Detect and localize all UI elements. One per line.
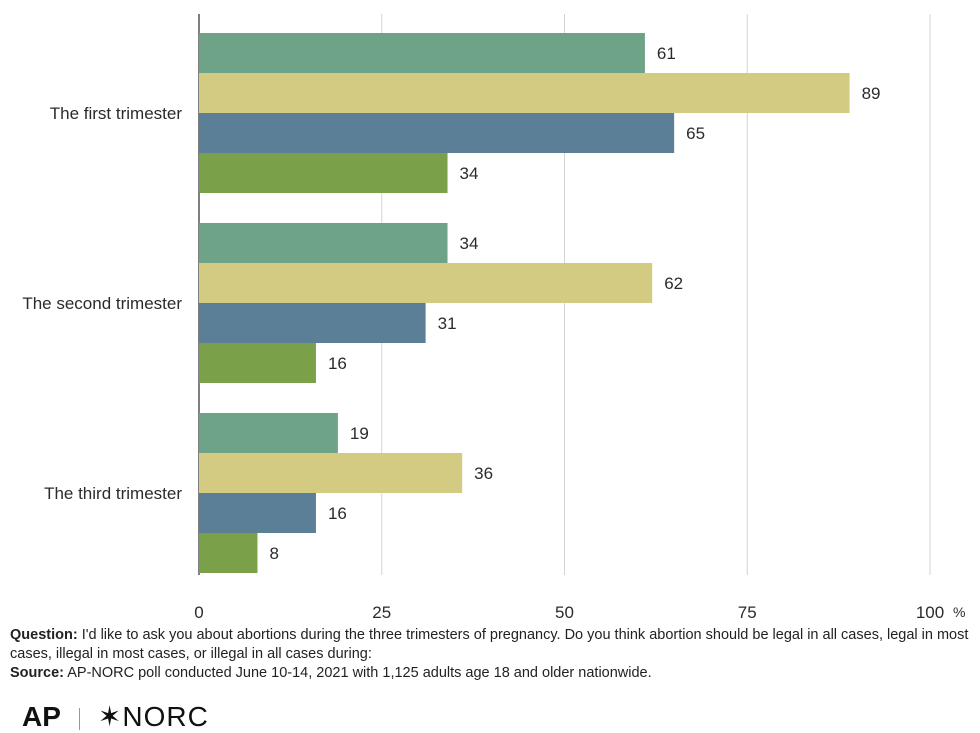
bar [199, 413, 338, 453]
source-note: Source: AP-NORC poll conducted June 10-1… [10, 664, 970, 683]
value-labels: 61 89 65 34 34 62 31 16 19 36 16 8 [269, 44, 880, 563]
value-label: 34 [460, 164, 479, 183]
value-label: 31 [438, 314, 457, 333]
footnote: Question: I'd like to ask you about abor… [10, 626, 970, 683]
bar [199, 533, 258, 573]
value-label: 65 [686, 124, 705, 143]
bar-chart: 61 89 65 34 34 62 31 16 19 36 16 8 The first trimes… [22, 14, 965, 622]
category-labels: The first trimester The second trimester T… [22, 104, 182, 503]
value-label: 34 [460, 234, 479, 253]
logo-divider [78, 707, 80, 730]
bar [199, 153, 448, 193]
category-label: The third trimester [44, 484, 182, 503]
x-axis-ticks: 0 25 50 75 100% [194, 603, 965, 622]
bar [199, 493, 316, 533]
bar [199, 303, 426, 343]
bar [199, 33, 645, 73]
x-tick-label: 0 [194, 603, 203, 622]
logos: AP ✶NORC [22, 700, 209, 732]
x-tick-label: 50 [555, 603, 574, 622]
category-label: The first trimester [50, 104, 183, 123]
norc-logo: ✶NORC [97, 701, 209, 732]
value-label: 62 [664, 274, 683, 293]
value-label: 89 [862, 84, 881, 103]
source-text: AP-NORC poll conducted June 10-14, 2021 … [64, 665, 652, 681]
question-note: Question: I'd like to ask you about abor… [10, 626, 970, 664]
value-label: 19 [350, 424, 369, 443]
value-label: 16 [328, 354, 347, 373]
bar [199, 453, 463, 493]
value-label: 36 [474, 464, 493, 483]
category-label: The second trimester [22, 294, 182, 313]
bar [199, 113, 675, 153]
x-tick-label: 100 [916, 603, 944, 622]
question-text: I'd like to ask you about abortions duri… [10, 627, 969, 662]
value-label: 16 [328, 504, 347, 523]
bar [199, 73, 850, 113]
source-label: Source: [10, 665, 64, 681]
bar [199, 343, 316, 383]
question-label: Question: [10, 627, 78, 643]
ap-logo: AP [22, 701, 61, 732]
value-label: 8 [269, 544, 278, 563]
x-unit-label: % [953, 604, 965, 620]
value-label: 61 [657, 44, 676, 63]
x-tick-label: 75 [738, 603, 757, 622]
bars [199, 33, 850, 573]
x-tick-label: 25 [372, 603, 391, 622]
bar [199, 263, 653, 303]
bar [199, 223, 448, 263]
